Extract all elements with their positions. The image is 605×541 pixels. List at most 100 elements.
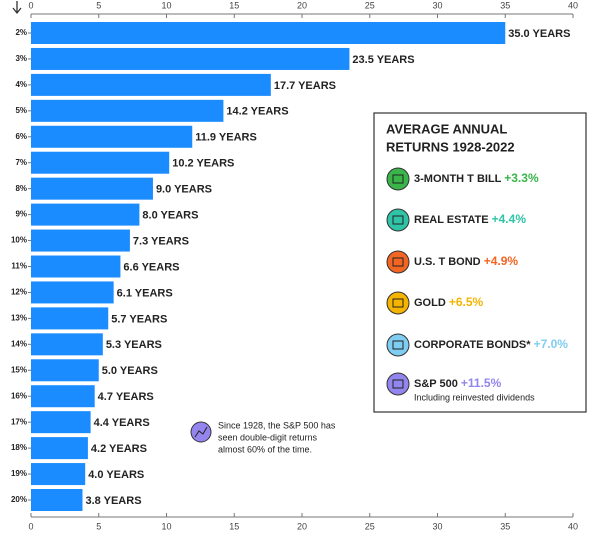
x-tick-label-top: 20 [297,0,307,10]
x-tick-label-top: 5 [96,0,101,10]
category-label: 20% [11,495,27,504]
x-tick-label-bottom: 0 [28,521,33,531]
bar [31,307,109,330]
x-tick-label-bottom: 20 [297,521,307,531]
legend-entry: S&P 500 +11.5% [414,376,502,390]
x-tick-label-top: 25 [365,0,375,10]
x-tick-label-bottom: 35 [500,521,510,531]
value-label: 9.0 YEARS [156,184,212,196]
legend-entry: CORPORATE BONDS* +7.0% [414,337,568,351]
legend-icon [386,208,410,232]
x-tick-label-top: 15 [229,0,239,10]
category-label: 14% [11,339,27,348]
legend-label: GOLD [414,297,446,309]
legend-label: REAL ESTATE [414,214,489,226]
x-tick-label-bottom: 40 [568,521,578,531]
bar [31,177,153,200]
legend-label: S&P 500 [414,378,458,390]
category-label: 19% [11,469,27,478]
bar [31,489,83,511]
category-label: 15% [11,365,27,374]
legend-entry: 3-MONTH T BILL +3.3% [414,171,539,185]
value-label: 4.4 YEARS [94,417,150,429]
legend-entry: GOLD +6.5% [414,295,484,309]
bar [31,437,88,460]
category-label: 16% [11,391,27,400]
bar [31,411,91,434]
legend-entry: REAL ESTATE +4.4% [414,212,526,226]
category-label: 8% [15,184,27,193]
value-label: 5.7 YEARS [111,313,167,325]
category-label: 5% [15,106,27,115]
legend-return: +6.5% [449,295,484,309]
category-label: 12% [11,288,27,297]
x-tick-label-top: 10 [161,0,171,10]
value-label: 6.1 YEARS [117,287,173,299]
category-label: 2% [15,28,27,37]
legend-icon-glyph [392,215,404,225]
legend-icon-glyph [392,174,404,184]
legend-label: CORPORATE BONDS* [414,339,531,351]
category-label: 7% [15,158,27,167]
panel-note: Including reinvested dividends [414,392,535,402]
legend-icon-glyph [392,379,404,389]
annotation: almost 60% of the time. [218,444,312,454]
bar [31,229,130,252]
arrow [12,1,22,15]
legend-return: +4.9% [484,254,519,268]
legend-icon [386,250,410,274]
legend-return: +11.5% [461,376,502,390]
legend-icon-glyph [392,298,404,308]
value-label: 14.2 YEARS [226,106,288,118]
category-label: 13% [11,313,27,322]
bar [31,281,114,304]
x-tick-label-bottom: 10 [161,521,171,531]
x-tick-label-bottom: 25 [365,521,375,531]
panel-title: RETURNS 1928-2022 [386,139,515,154]
x-tick-label-top: 35 [500,0,510,10]
value-label: 3.8 YEARS [85,495,141,507]
category-label: 9% [15,210,27,219]
value-label: 11.9 YEARS [195,132,257,144]
category-label: 4% [15,80,27,89]
value-label: 4.7 YEARS [98,391,154,403]
category-label: 6% [15,132,27,141]
legend-entry: U.S. T BOND +4.9% [414,254,518,268]
x-tick-label-bottom: 5 [96,521,101,531]
annotation: seen double-digit returns [218,432,318,442]
value-label: 4.0 YEARS [88,469,144,481]
category-label: 11% [11,262,27,271]
bar [31,125,193,148]
x-tick-label-top: 30 [432,0,442,10]
legend-return: +3.3% [504,171,539,185]
panel-title: AVERAGE ANNUAL [386,121,507,136]
x-tick-label-top: 0 [28,0,33,10]
value-label: 17.7 YEARS [274,80,336,92]
category-label: 10% [11,236,27,245]
legend-return: +7.0% [534,337,569,351]
value-label: 4.2 YEARS [91,443,147,455]
bar [31,99,224,122]
x-tick-label-top: 40 [568,0,578,10]
bar [31,333,103,356]
value-label: 23.5 YEARS [352,54,414,66]
legend-return: +4.4% [492,212,527,226]
category-label: 17% [11,417,27,426]
bar [31,47,350,70]
legend-label: 3-MONTH T BILL [414,173,502,185]
bar [31,359,99,382]
legend-icon-glyph [392,257,404,267]
value-label: 5.0 YEARS [102,365,158,377]
value-label: 7.3 YEARS [133,235,189,247]
legend-label: U.S. T BOND [414,256,481,268]
bar [31,22,506,44]
value-label: 6.6 YEARS [123,261,179,273]
category-label: 18% [11,443,27,452]
bar [31,255,121,278]
legend-icon [386,167,410,191]
value-label: 10.2 YEARS [172,158,234,170]
legend-icon-glyph [392,340,404,350]
legend-icon [386,372,410,396]
